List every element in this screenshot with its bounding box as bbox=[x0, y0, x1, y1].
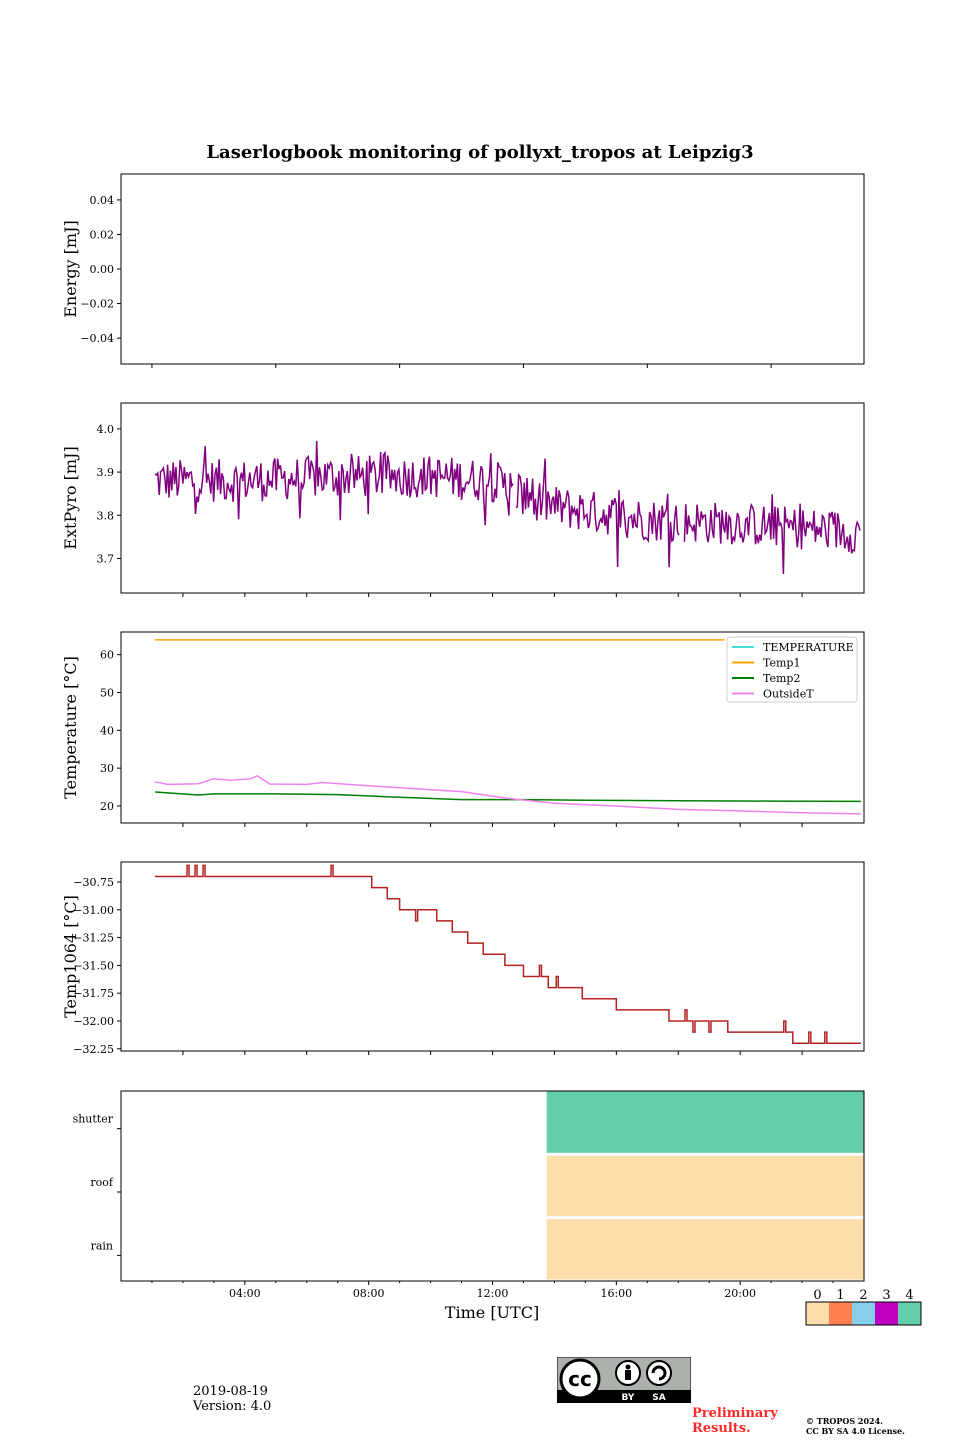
y-tick-label: 3.9 bbox=[97, 466, 115, 479]
preliminary-line1: Preliminary bbox=[692, 1406, 778, 1421]
colorbar-cell-0 bbox=[806, 1302, 829, 1325]
colorbar-tick-label: 3 bbox=[882, 1288, 890, 1303]
y-tick-label: 0.00 bbox=[90, 263, 115, 276]
x-tick-label: 12:00 bbox=[477, 1287, 509, 1300]
axes-frame bbox=[120, 861, 865, 1052]
copyright-line2: CC BY SA 4.0 License. bbox=[806, 1426, 905, 1436]
y-tick-label: 30 bbox=[100, 762, 114, 775]
version-label: Version: 4.0 bbox=[193, 1399, 272, 1414]
y-tick-label: −30.75 bbox=[73, 876, 114, 889]
x-tick-label: 16:00 bbox=[600, 1287, 632, 1300]
copyright-notice: © TROPOS 2024. CC BY SA 4.0 License. bbox=[806, 1416, 905, 1436]
colorbar-frame bbox=[805, 1301, 922, 1326]
colorbar-tick-label: 4 bbox=[905, 1288, 913, 1303]
y-tick-label: −0.02 bbox=[80, 298, 114, 311]
axes-frame bbox=[120, 173, 865, 365]
colorbar-cell-4 bbox=[898, 1302, 921, 1325]
y-tick-label: 40 bbox=[100, 724, 114, 737]
y-tick-label: 4.0 bbox=[97, 423, 115, 436]
series-line-extpyro bbox=[154, 440, 861, 575]
y-axis-label: Temp1064 [°C] bbox=[61, 895, 80, 1018]
y-tick-label: −31.50 bbox=[73, 959, 114, 972]
status-cell-roof bbox=[546, 1155, 864, 1217]
colorbar-tick-label: 0 bbox=[813, 1288, 821, 1303]
legend-label: OutsideT bbox=[763, 688, 814, 701]
x-tick-label: 20:00 bbox=[724, 1287, 756, 1300]
chart-title: Laserlogbook monitoring of pollyxt_tropo… bbox=[206, 142, 753, 163]
series-line-temp1064 bbox=[155, 864, 861, 1044]
date-label: 2019-08-19 bbox=[193, 1384, 268, 1399]
axes-frame bbox=[120, 402, 865, 594]
x-tick-label: 04:00 bbox=[229, 1287, 261, 1300]
row-label-shutter: shutter bbox=[73, 1113, 114, 1126]
y-tick-label: −31.00 bbox=[73, 904, 114, 917]
y-tick-label: 60 bbox=[100, 649, 114, 662]
y-axis-label: Energy [mJ] bbox=[61, 220, 80, 318]
legend-box bbox=[726, 636, 858, 703]
colorbar-cell-2 bbox=[852, 1302, 875, 1325]
colorbar-cell-1 bbox=[829, 1302, 852, 1325]
legend-label: TEMPERATURE bbox=[763, 641, 854, 654]
series-line-temp2 bbox=[155, 791, 861, 803]
legend-label: Temp1 bbox=[763, 657, 800, 670]
x-tick-label: 08:00 bbox=[353, 1287, 385, 1300]
y-tick-label: 20 bbox=[100, 800, 114, 813]
status-cell-shutter bbox=[546, 1091, 864, 1153]
y-tick-label: 3.7 bbox=[97, 552, 115, 565]
preliminary-notice: Preliminary Results. bbox=[692, 1406, 778, 1436]
colorbar-cell-3 bbox=[875, 1302, 898, 1325]
axes-frame bbox=[120, 631, 865, 824]
cc-license-badge: cc BY SA bbox=[557, 1357, 691, 1403]
colorbar-tick-label: 1 bbox=[836, 1288, 844, 1303]
badge-sa-label: SA bbox=[652, 1393, 665, 1403]
cc-logo-text: cc bbox=[568, 1367, 592, 1391]
y-axis-label: ExtPyro [mJ] bbox=[61, 446, 80, 549]
x-axis-label: Time [UTC] bbox=[445, 1303, 539, 1322]
y-tick-label: −32.00 bbox=[73, 1015, 114, 1028]
cc-logo-icon bbox=[559, 1358, 601, 1400]
colorbar-tick-label: 2 bbox=[859, 1288, 867, 1303]
y-axis-label: Temperature [°C] bbox=[61, 656, 80, 799]
badge-by-label: BY bbox=[622, 1393, 635, 1403]
legend-label: Temp2 bbox=[763, 672, 800, 685]
row-label-roof: roof bbox=[90, 1176, 114, 1189]
y-tick-label: 0.02 bbox=[90, 228, 115, 241]
y-tick-label: −31.25 bbox=[73, 932, 114, 945]
status-cell-rain bbox=[546, 1219, 864, 1280]
y-tick-label: −0.04 bbox=[80, 332, 114, 345]
y-tick-label: −31.75 bbox=[73, 987, 114, 1000]
preliminary-line2: Results. bbox=[692, 1421, 751, 1436]
row-label-rain: rain bbox=[91, 1239, 113, 1252]
share-alike-icon bbox=[646, 1360, 672, 1386]
series-line-outsidet bbox=[154, 774, 861, 815]
y-tick-label: 50 bbox=[100, 687, 114, 700]
y-tick-label: −32.25 bbox=[73, 1043, 114, 1056]
copyright-line1: © TROPOS 2024. bbox=[806, 1416, 883, 1426]
y-tick-label: 3.8 bbox=[97, 509, 115, 522]
y-tick-label: 0.04 bbox=[90, 194, 115, 207]
